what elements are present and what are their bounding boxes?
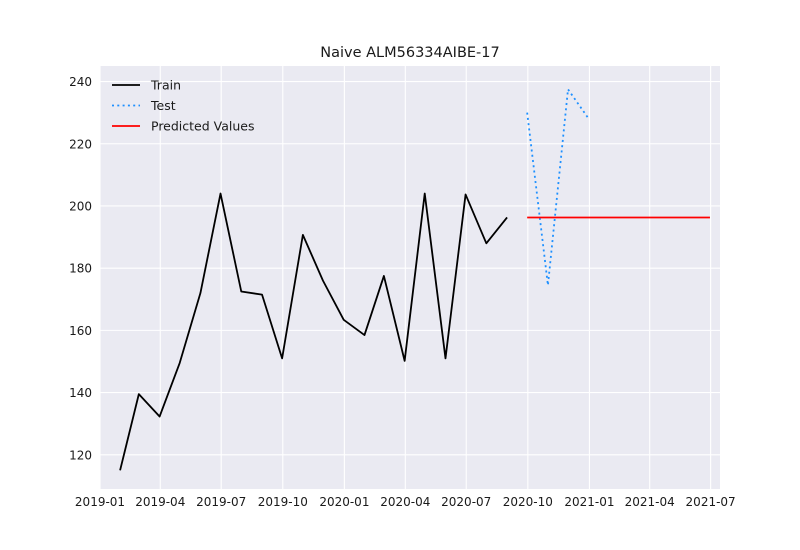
x-tick-label: 2019-07 <box>196 495 246 509</box>
y-tick-label: 120 <box>69 448 92 462</box>
x-tick-label: 2021-01 <box>564 495 614 509</box>
x-tick-label: 2019-10 <box>258 495 308 509</box>
y-tick-label: 200 <box>69 199 92 213</box>
y-tick-label: 140 <box>69 386 92 400</box>
series-group <box>119 88 710 471</box>
tick-labels: 2019-01 2019-04 2019-07 2019-10 2020-01 2020-… <box>69 75 736 509</box>
x-tick-label: 2021-07 <box>686 495 736 509</box>
y-tick-label: 240 <box>69 75 92 89</box>
legend-label: Train <box>150 78 181 93</box>
series-line <box>119 192 508 471</box>
x-tick-label: 2021-04 <box>625 495 675 509</box>
x-tick-label: 2020-10 <box>503 495 553 509</box>
x-tick-label: 2019-01 <box>75 495 125 509</box>
y-tick-label: 180 <box>69 262 92 276</box>
grid <box>99 66 720 489</box>
x-tick-label: 2020-07 <box>441 495 491 509</box>
x-tick-label: 2020-01 <box>319 495 369 509</box>
chart-title: Naive ALM56334AIBE-17 <box>320 45 500 61</box>
legend-label: Test <box>150 98 176 113</box>
x-tick-label: 2019-04 <box>135 495 185 509</box>
series-train <box>119 192 508 471</box>
y-tick-label: 160 <box>69 324 92 338</box>
legend: Train Test Predicted Values <box>112 78 255 134</box>
legend-label: Predicted Values <box>151 119 255 134</box>
series-test <box>526 88 590 287</box>
y-tick-label: 220 <box>69 137 92 151</box>
x-tick-label: 2020-04 <box>380 495 430 509</box>
